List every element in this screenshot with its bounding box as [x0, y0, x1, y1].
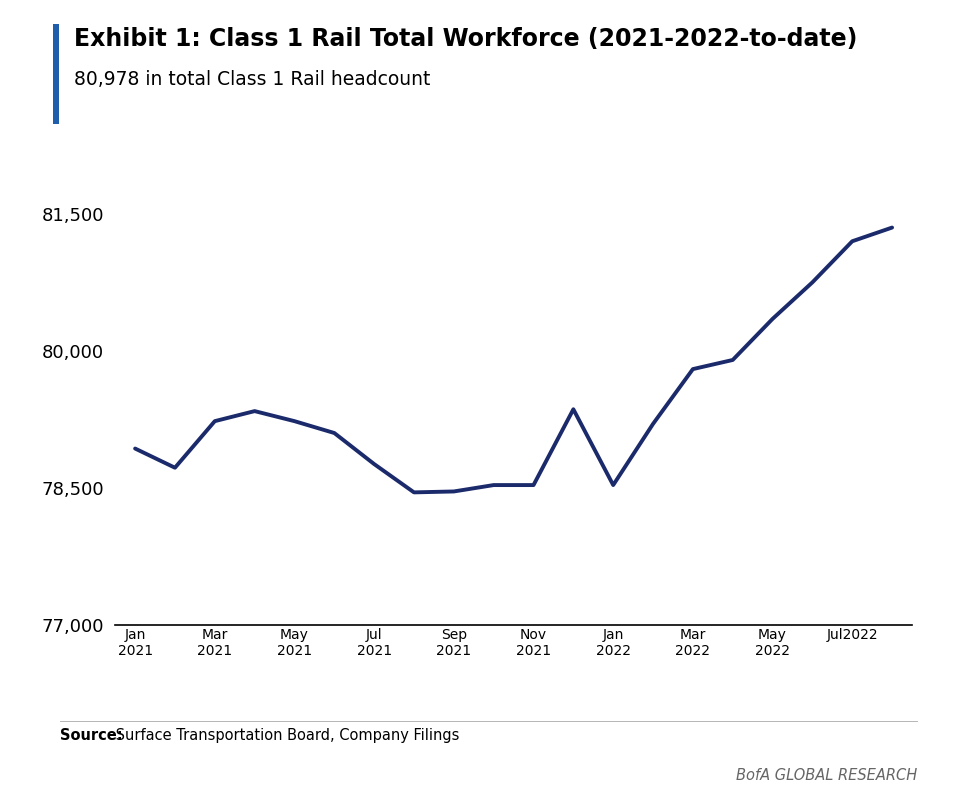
Text: BofA GLOBAL RESEARCH: BofA GLOBAL RESEARCH — [735, 768, 917, 783]
Text: Surface Transportation Board, Company Filings: Surface Transportation Board, Company Fi… — [111, 728, 460, 743]
Text: 80,978 in total Class 1 Rail headcount: 80,978 in total Class 1 Rail headcount — [74, 70, 430, 90]
Text: Exhibit 1: Class 1 Rail Total Workforce (2021-2022-to-date): Exhibit 1: Class 1 Rail Total Workforce … — [74, 27, 857, 51]
Text: Source:: Source: — [60, 728, 122, 743]
